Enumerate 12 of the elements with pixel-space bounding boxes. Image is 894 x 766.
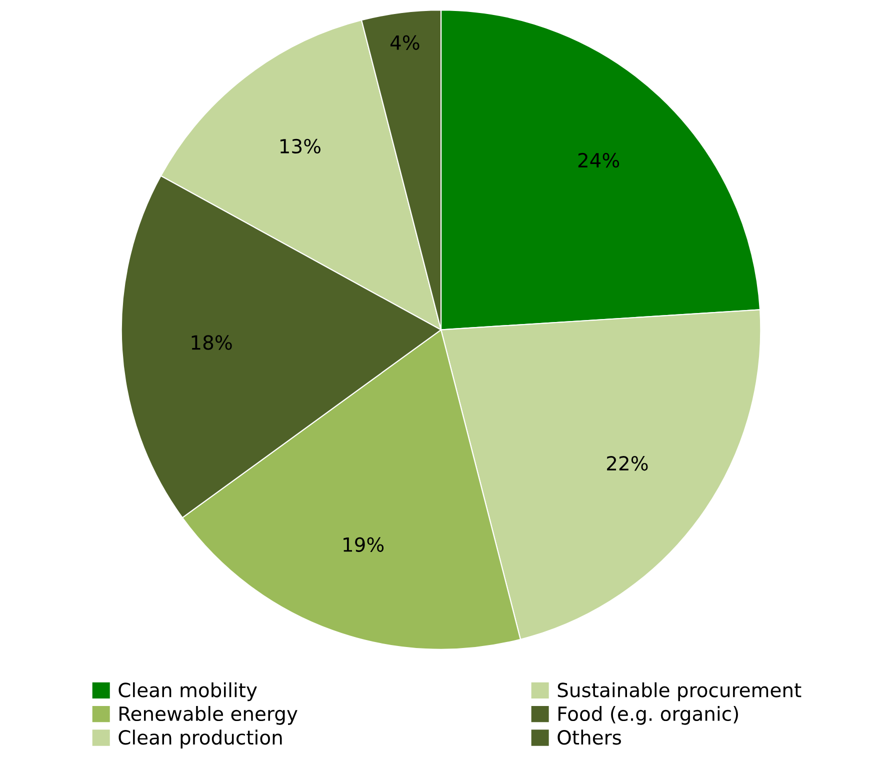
data-label: 13% xyxy=(280,138,320,154)
legend-label: Food (e.g. organic) xyxy=(558,706,738,725)
data-label: 4% xyxy=(390,35,420,50)
data-label: 18% xyxy=(192,335,232,350)
legend-label: Clean mobility xyxy=(118,682,257,702)
data-label: 22% xyxy=(607,456,648,471)
legend-label: Clean production xyxy=(118,730,282,748)
legend-label: Others xyxy=(558,730,621,745)
legend-label: Renewable energy xyxy=(120,706,298,725)
data-label: 24% xyxy=(578,152,620,168)
data-label: 19% xyxy=(344,537,384,552)
legend-label: Sustainable procurement xyxy=(558,682,802,702)
